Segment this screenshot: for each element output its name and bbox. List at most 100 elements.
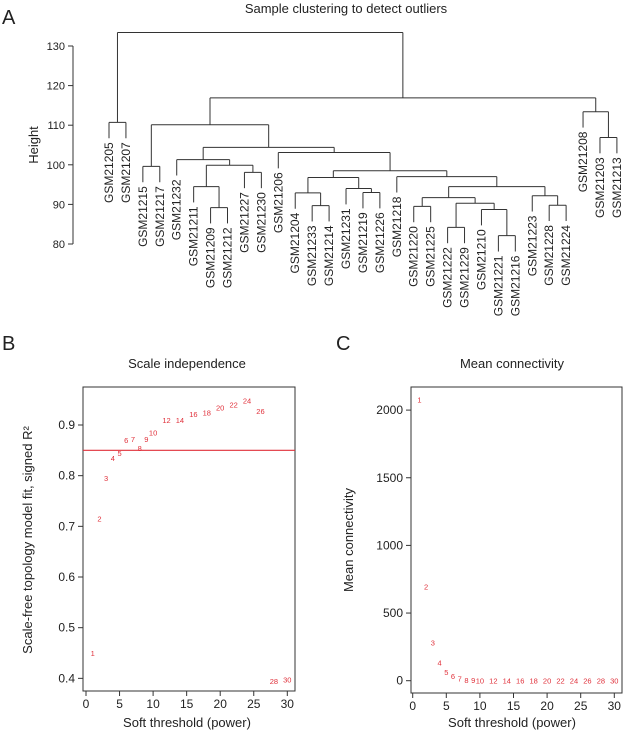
- sample-label: GSM21228: [542, 225, 556, 286]
- scale-xlabel: Soft threshold (power): [123, 715, 251, 730]
- sample-label: GSM21233: [305, 225, 319, 286]
- sample-label: GSM21221: [491, 255, 505, 316]
- data-point-label: 2: [97, 515, 101, 524]
- data-point-label: 18: [529, 677, 537, 686]
- y-tick-label: 0: [396, 674, 403, 688]
- connectivity-title: Mean connectivity: [460, 356, 565, 371]
- sample-label: GSM21203: [593, 157, 607, 218]
- sample-label: GSM21216: [508, 255, 522, 316]
- y-tick-label: 1500: [376, 471, 403, 485]
- dendrogram: 80 90 100 110 120 130 GSM21205 GSM21207GSM21215…: [47, 32, 624, 316]
- data-point-label: 9: [144, 435, 148, 444]
- data-point-label: 3: [431, 638, 435, 647]
- data-point-label: 28: [597, 677, 605, 686]
- sample-label: GSM21230: [254, 192, 268, 253]
- y-tick-label: 0.5: [58, 621, 75, 635]
- dendrogram-title: Sample clustering to detect outliers: [245, 1, 448, 16]
- data-point-label: 7: [131, 435, 135, 444]
- data-point-label: 20: [543, 677, 551, 686]
- data-point-label: 14: [176, 416, 184, 425]
- data-point-label: 30: [283, 675, 291, 684]
- sample-label: GSM21208: [576, 131, 590, 192]
- y-tick-label: 110: [47, 120, 65, 132]
- x-tick-label: 5: [116, 697, 123, 711]
- data-point-label: 2: [424, 583, 428, 592]
- panel-label-c: C: [336, 333, 350, 355]
- data-point-label: 1: [91, 649, 95, 658]
- sample-label: GSM21220: [407, 226, 421, 287]
- sample-label: GSM21224: [559, 225, 573, 286]
- sample-label: GSM21217: [153, 186, 167, 247]
- data-point-label: 16: [516, 677, 524, 686]
- panel-label-a: A: [2, 7, 16, 29]
- sample-label: GSM21227: [237, 192, 251, 253]
- data-point-label: 16: [189, 410, 197, 419]
- data-point-label: 12: [162, 416, 170, 425]
- x-tick-label: 20: [214, 697, 228, 711]
- y-tick-label: 0.8: [58, 469, 75, 483]
- y-tick-label: 1000: [376, 538, 403, 552]
- x-tick-label: 30: [608, 699, 622, 713]
- data-point-label: 3: [104, 474, 108, 483]
- sample-label: GSM21218: [390, 196, 404, 257]
- data-point-label: 20: [216, 403, 224, 412]
- data-point-label: 24: [243, 397, 251, 406]
- y-tick-label: 100: [47, 160, 65, 172]
- sample-label: GSM21232: [170, 179, 184, 240]
- data-point-label: 5: [117, 449, 121, 458]
- sample-label: GSM21209: [204, 227, 218, 288]
- y-tick-label: 0.9: [58, 418, 75, 432]
- y-tick-label: 0.7: [58, 519, 75, 533]
- sample-label: GSM21226: [373, 212, 387, 273]
- data-point-label: 18: [203, 408, 211, 417]
- scale-plot-frame: [82, 386, 296, 692]
- x-tick-label: 5: [443, 699, 450, 713]
- sample-label: GSM21225: [424, 226, 438, 287]
- x-tick-label: 15: [507, 699, 521, 713]
- sample-label: GSM21214: [322, 225, 336, 286]
- y-tick-label: 120: [47, 81, 65, 93]
- data-point-label: 26: [256, 407, 264, 416]
- x-tick-label: 20: [540, 699, 554, 713]
- data-point-label: 10: [149, 429, 157, 438]
- data-point-label: 4: [111, 454, 115, 463]
- data-point-label: 6: [451, 672, 455, 681]
- dendrogram-ylabel: Height: [26, 126, 41, 164]
- data-point-label: 9: [471, 676, 475, 685]
- sample-label: GSM21212: [221, 227, 235, 288]
- y-tick-label: 500: [383, 606, 403, 620]
- sample-label: GSM21211: [187, 206, 201, 266]
- sample-label: GSM21231: [339, 208, 353, 269]
- y-tick-label: 130: [47, 41, 65, 53]
- sample-label: GSM21219: [356, 212, 370, 273]
- data-point-label: 28: [270, 677, 278, 686]
- data-point-label: 8: [138, 444, 142, 453]
- data-point-label: 26: [583, 677, 591, 686]
- sample-label: GSM21229: [458, 247, 472, 308]
- data-point-label: 24: [570, 677, 578, 686]
- y-tick-label: 80: [53, 239, 65, 251]
- x-tick-label: 10: [473, 699, 487, 713]
- x-tick-label: 10: [146, 697, 160, 711]
- sample-label: GSM21205: [102, 142, 116, 203]
- x-tick-label: 0: [83, 697, 90, 711]
- sample-label: GSM21215: [136, 186, 150, 247]
- scale-title: Scale independence: [128, 356, 246, 371]
- sample-label: GSM21223: [525, 215, 539, 276]
- scale-ylabel: Scale-free topology model fit, signed R²: [20, 426, 35, 654]
- data-point-label: 1: [417, 395, 421, 404]
- x-tick-label: 25: [574, 699, 588, 713]
- data-point-label: 7: [458, 674, 462, 683]
- x-tick-label: 0: [409, 699, 416, 713]
- connectivity-plot-frame: [410, 386, 623, 694]
- data-point-label: 8: [464, 676, 468, 685]
- data-point-label: 22: [556, 677, 564, 686]
- connectivity-ylabel: Mean connectivity: [341, 487, 356, 592]
- x-tick-label: 15: [180, 697, 194, 711]
- data-point-label: 4: [437, 659, 441, 668]
- panel-label-b: B: [2, 333, 15, 355]
- y-tick-label: 0.4: [58, 671, 75, 685]
- sample-label: GSM21213: [610, 157, 624, 218]
